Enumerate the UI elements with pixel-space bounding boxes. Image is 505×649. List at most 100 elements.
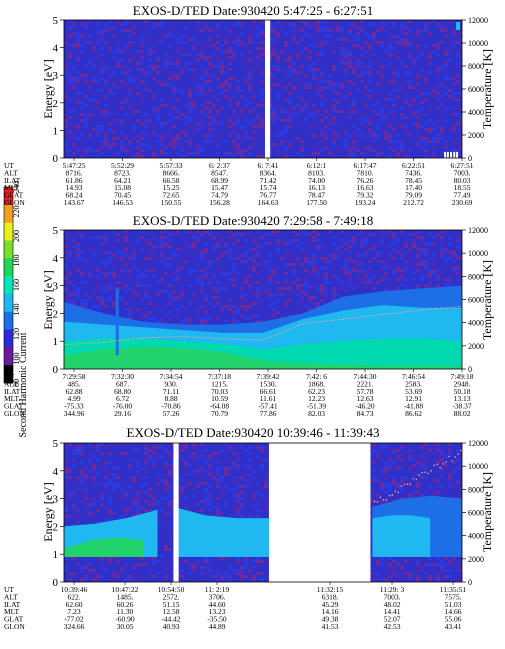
heatmap-cell — [288, 242, 292, 245]
heatmap-cell — [100, 77, 104, 80]
heatmap-cell — [124, 137, 128, 140]
heatmap-cell — [392, 77, 396, 80]
heatmap-cell — [396, 125, 400, 128]
heatmap-cell — [428, 56, 432, 59]
heatmap-cell — [356, 62, 360, 65]
heatmap-cell — [196, 509, 200, 512]
heatmap-cell — [204, 230, 208, 233]
heatmap-cell — [204, 488, 208, 491]
heatmap-cell — [76, 509, 80, 512]
heatmap-cell — [236, 557, 240, 560]
heatmap-cell — [392, 278, 396, 281]
heatmap-cell — [372, 53, 376, 56]
heatmap-cell — [128, 314, 132, 317]
heatmap-cell — [444, 557, 448, 560]
table-cell: -38.37 — [452, 402, 472, 411]
temperature-trace — [64, 341, 104, 346]
heatmap-cell — [76, 44, 80, 47]
heatmap-cell — [352, 242, 356, 245]
heatmap-cell — [136, 293, 140, 296]
heatmap-cell — [240, 491, 244, 494]
heatmap-cell — [316, 59, 320, 62]
heatmap-cell — [92, 476, 96, 479]
heatmap-cell — [104, 95, 108, 98]
heatmap-cell — [140, 275, 144, 278]
heatmap-cell — [372, 245, 376, 248]
heatmap-cell — [256, 314, 260, 317]
heatmap-cell — [456, 257, 460, 260]
heatmap-cell — [192, 503, 196, 506]
heatmap-cell — [232, 266, 236, 269]
heatmap-cell — [252, 506, 256, 509]
heatmap-cell — [360, 122, 364, 125]
heatmap-cell — [304, 116, 308, 119]
heatmap-cell — [460, 119, 462, 122]
heatmap-cell — [200, 92, 204, 95]
heatmap-cell — [308, 20, 312, 23]
y2-tick-label: 8000 — [468, 272, 484, 281]
heatmap-cell — [312, 104, 316, 107]
heatmap-cell — [136, 239, 140, 242]
heatmap-cell — [276, 293, 280, 296]
heatmap-cell — [388, 557, 392, 560]
heatmap-cell — [252, 20, 256, 23]
heatmap-cell — [224, 122, 228, 125]
table-cell: 7436. — [405, 168, 422, 177]
heatmap-cell — [128, 287, 132, 290]
heatmap-cell — [184, 116, 188, 119]
heatmap-cell — [120, 251, 124, 254]
heatmap-cell — [160, 455, 164, 458]
heatmap-cell — [452, 29, 456, 32]
heatmap-cell — [148, 254, 152, 257]
heatmap-cell — [140, 476, 144, 479]
heatmap-cell — [300, 110, 304, 113]
heatmap-cell — [336, 287, 340, 290]
heatmap-cell — [200, 77, 204, 80]
table-cell: 8103. — [308, 168, 325, 177]
heatmap-cell — [248, 302, 252, 305]
heatmap-cell — [244, 155, 248, 158]
heatmap-cell — [160, 257, 164, 260]
heatmap-cell — [384, 263, 388, 266]
heatmap-cell — [344, 248, 348, 251]
heatmap-cell — [212, 89, 216, 92]
heatmap-cell — [120, 23, 124, 26]
heatmap-cell — [424, 251, 428, 254]
heatmap-cell — [344, 71, 348, 74]
heatmap-cell — [204, 68, 208, 71]
heatmap-cell — [256, 104, 260, 107]
heatmap-cell — [456, 122, 460, 125]
heatmap-cell — [404, 242, 408, 245]
heatmap-cell — [248, 74, 252, 77]
heatmap-cell — [172, 86, 176, 89]
heatmap-cell — [320, 248, 324, 251]
heatmap-cell — [292, 251, 296, 254]
heatmap-cell — [308, 23, 312, 26]
heatmap-cell — [288, 125, 292, 128]
heatmap-cell — [136, 59, 140, 62]
heatmap-cell — [232, 122, 236, 125]
heatmap-cell — [420, 68, 424, 71]
heatmap-cell — [432, 92, 436, 95]
heatmap-cell — [256, 320, 260, 323]
heatmap-cell — [276, 299, 280, 302]
heatmap-cell — [200, 83, 204, 86]
heatmap-cell — [256, 485, 260, 488]
heatmap-cell — [192, 452, 196, 455]
heatmap-cell — [316, 233, 320, 236]
heatmap-cell — [444, 92, 448, 95]
heatmap-cell — [256, 482, 260, 485]
heatmap-cell — [244, 464, 248, 467]
heatmap-cell — [336, 248, 340, 251]
heatmap-cell — [376, 146, 380, 149]
heatmap-cell — [224, 305, 228, 308]
heatmap-cell — [324, 245, 328, 248]
heatmap-cell — [400, 488, 404, 491]
heatmap-cell — [360, 272, 364, 275]
heatmap-cell — [320, 29, 324, 32]
heatmap-cell — [448, 47, 452, 50]
heatmap-cell — [116, 20, 120, 23]
heatmap-cell — [200, 89, 204, 92]
heatmap-cell — [400, 482, 404, 485]
heatmap-cell — [156, 305, 160, 308]
